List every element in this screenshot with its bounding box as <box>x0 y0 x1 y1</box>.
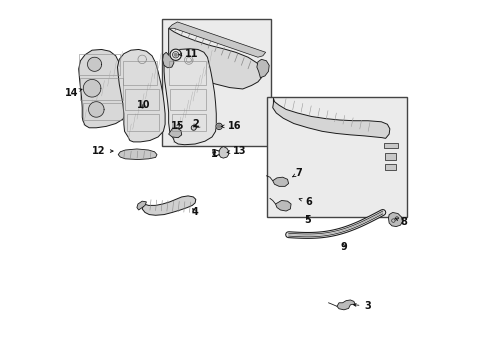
Text: 10: 10 <box>137 100 150 110</box>
Text: 4: 4 <box>191 207 198 217</box>
Polygon shape <box>217 125 220 128</box>
Bar <box>170 89 205 110</box>
Polygon shape <box>137 201 146 210</box>
Polygon shape <box>387 212 402 226</box>
Polygon shape <box>256 59 269 78</box>
Polygon shape <box>219 147 228 158</box>
Polygon shape <box>336 300 355 310</box>
Bar <box>267 97 406 217</box>
Polygon shape <box>83 80 101 97</box>
Text: 2: 2 <box>192 118 199 129</box>
Text: 6: 6 <box>299 197 311 207</box>
Bar <box>168 62 205 85</box>
Text: 5: 5 <box>304 215 311 225</box>
Polygon shape <box>87 57 102 71</box>
Text: 8: 8 <box>394 217 407 227</box>
Bar <box>383 143 397 148</box>
Polygon shape <box>117 49 165 142</box>
Text: 7: 7 <box>292 168 302 178</box>
Polygon shape <box>168 22 265 57</box>
Polygon shape <box>170 49 181 60</box>
Text: 9: 9 <box>340 242 346 252</box>
Bar <box>83 103 123 120</box>
Polygon shape <box>164 49 216 145</box>
Polygon shape <box>79 49 126 128</box>
Polygon shape <box>191 125 196 130</box>
Bar <box>161 19 270 147</box>
Text: 16: 16 <box>221 121 241 131</box>
Text: 3: 3 <box>353 301 370 311</box>
Polygon shape <box>118 149 157 159</box>
Polygon shape <box>272 177 288 186</box>
Bar <box>81 78 122 100</box>
Text: 12: 12 <box>91 146 113 156</box>
Polygon shape <box>216 123 222 130</box>
Bar <box>384 164 395 170</box>
Bar <box>122 62 157 85</box>
Bar <box>172 114 205 131</box>
Bar <box>79 54 120 75</box>
Bar <box>384 153 395 159</box>
Polygon shape <box>174 53 177 56</box>
Polygon shape <box>142 196 195 215</box>
Text: 13: 13 <box>226 146 246 156</box>
Text: 11: 11 <box>179 49 198 59</box>
Bar <box>125 89 159 110</box>
Polygon shape <box>166 28 263 89</box>
Polygon shape <box>272 98 389 138</box>
Bar <box>127 114 159 131</box>
Text: 14: 14 <box>64 87 82 98</box>
Polygon shape <box>163 52 174 68</box>
Polygon shape <box>168 128 182 138</box>
Text: 15: 15 <box>171 121 184 131</box>
Text: 1: 1 <box>211 149 218 158</box>
Polygon shape <box>88 102 104 117</box>
Polygon shape <box>275 201 290 211</box>
